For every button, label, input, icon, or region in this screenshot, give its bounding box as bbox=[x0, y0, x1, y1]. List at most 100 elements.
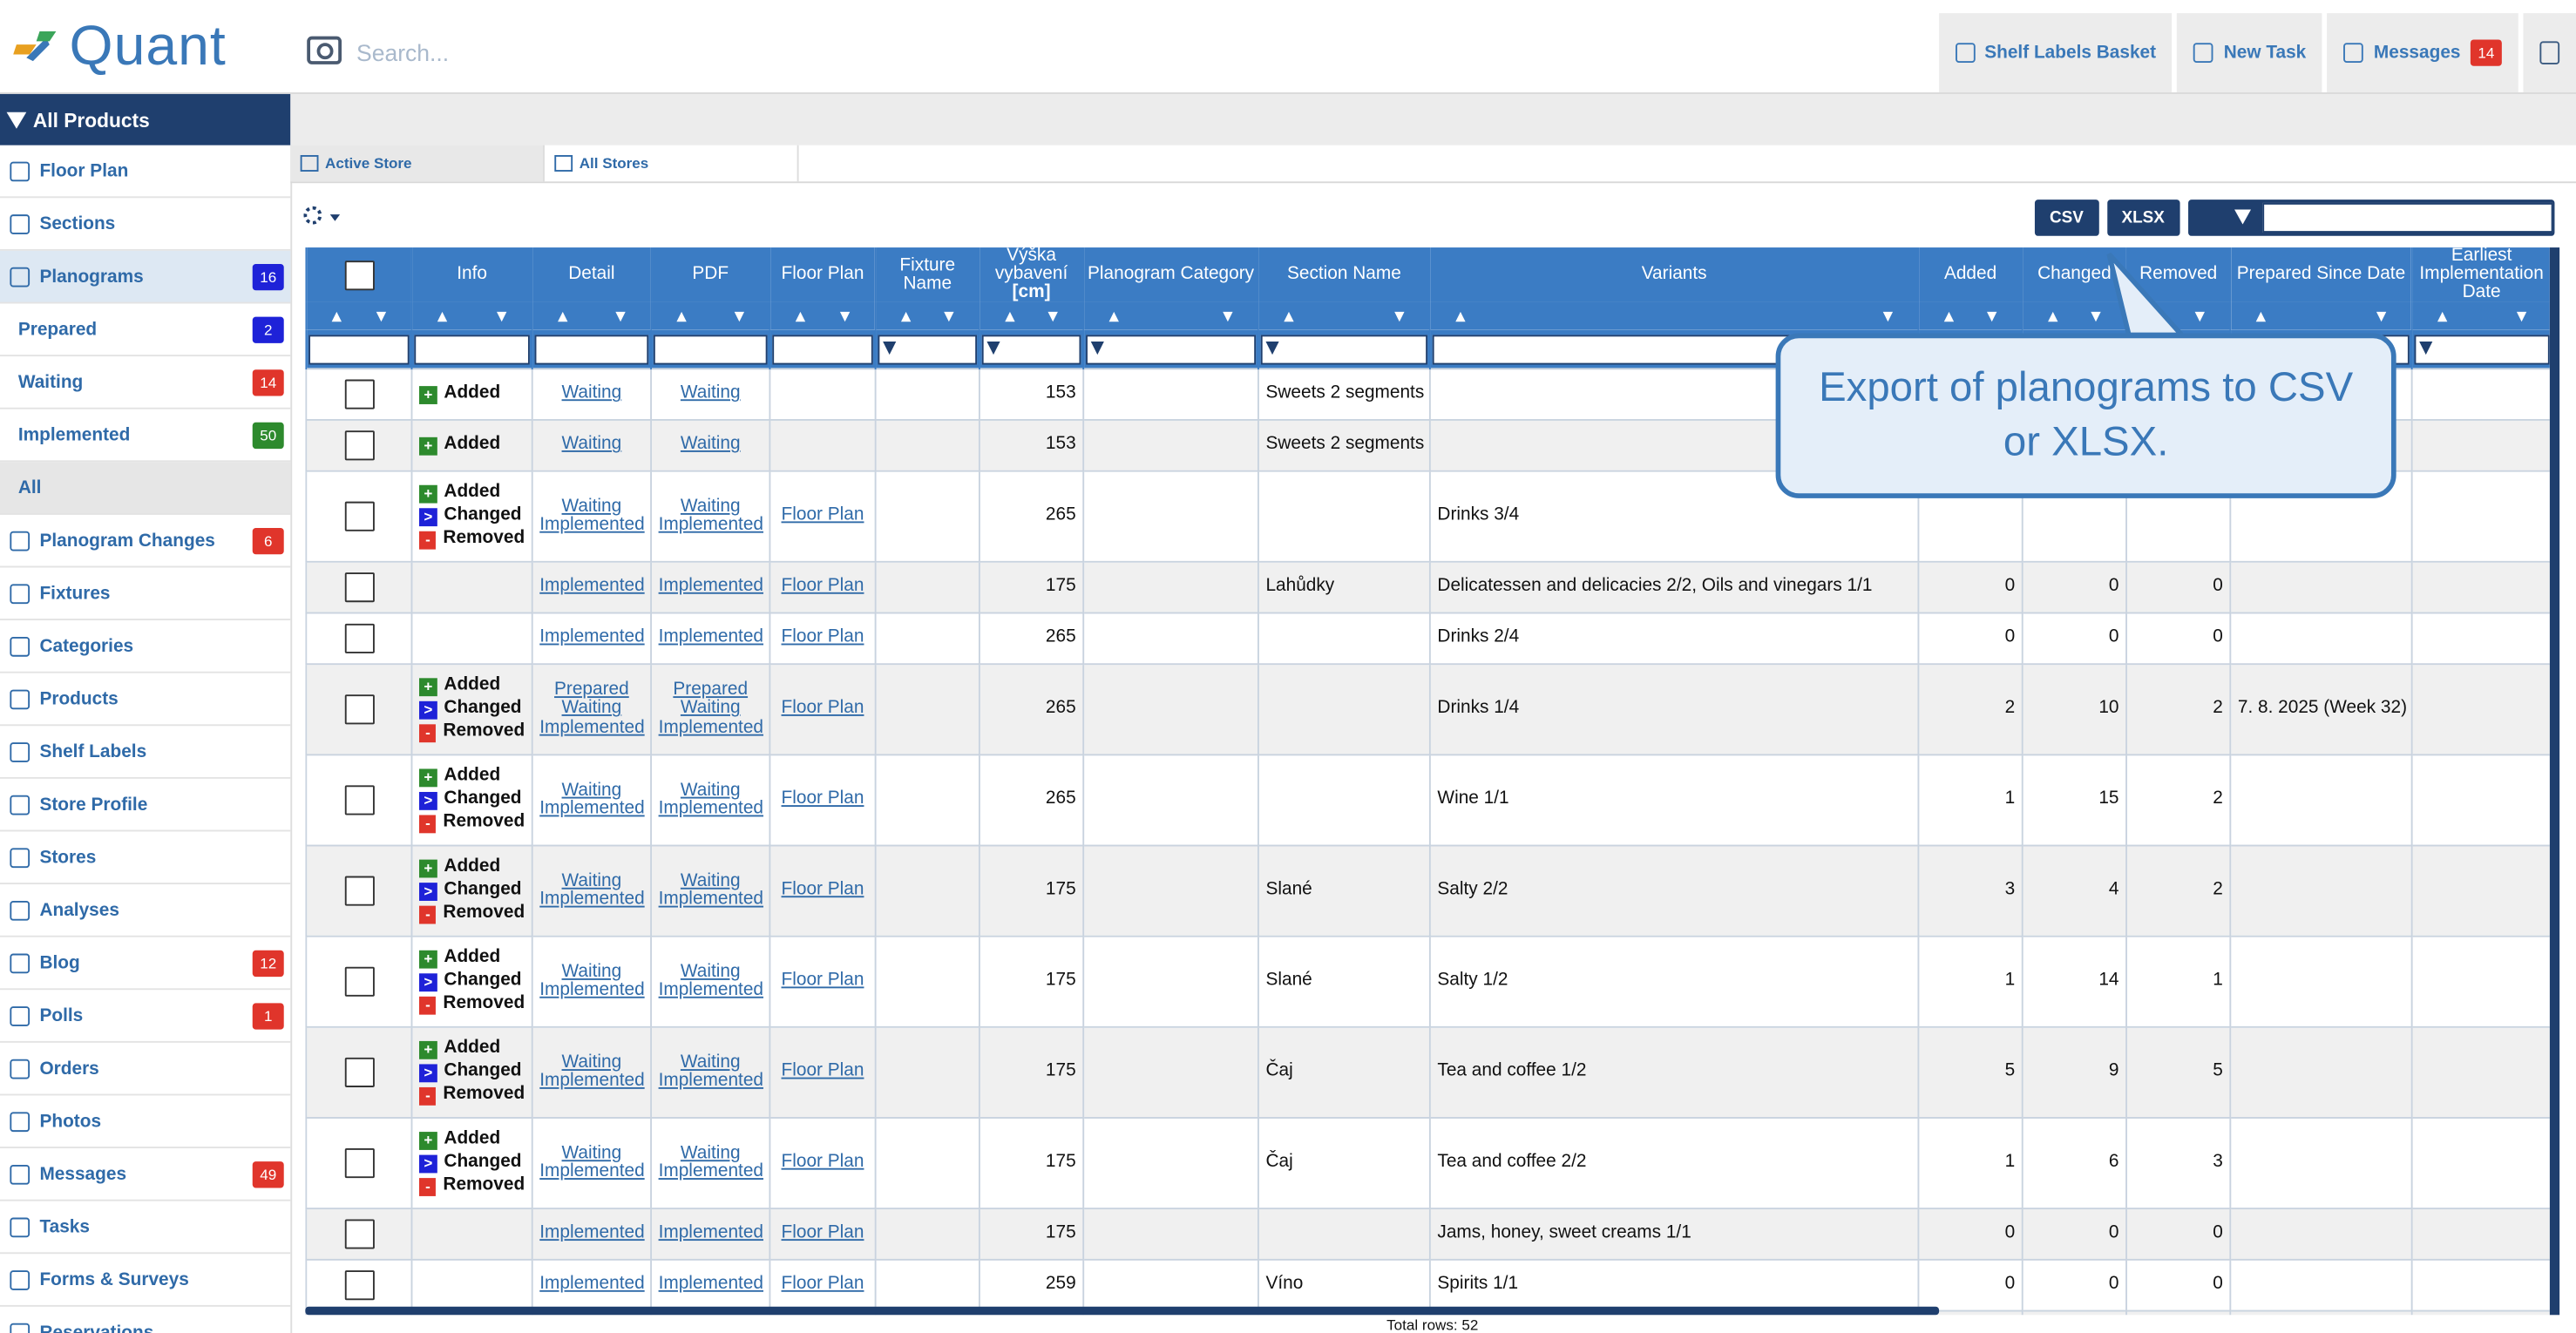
search-input[interactable]: Search... bbox=[356, 39, 450, 66]
nav-item[interactable]: All bbox=[0, 462, 291, 515]
sort-arrows[interactable] bbox=[2229, 301, 2412, 330]
filter-box[interactable] bbox=[2187, 200, 2554, 236]
sort-cell[interactable] bbox=[305, 301, 412, 330]
status-link[interactable]: Implemented bbox=[658, 979, 764, 1000]
row-checkbox[interactable] bbox=[343, 966, 374, 997]
row-checkbox[interactable] bbox=[343, 379, 374, 409]
scrollbar[interactable] bbox=[305, 1306, 1940, 1316]
status-link[interactable]: Waiting bbox=[680, 1142, 741, 1163]
floor-plan-link[interactable]: Floor Plan bbox=[781, 1152, 864, 1173]
export-button[interactable]: CSV bbox=[2034, 200, 2098, 236]
top-button[interactable]: New Task bbox=[2177, 13, 2323, 93]
status-link[interactable]: Implemented bbox=[539, 1222, 645, 1243]
logo[interactable]: Quant bbox=[13, 13, 227, 79]
filter-input[interactable] bbox=[653, 334, 768, 364]
status-link[interactable]: Implemented bbox=[539, 576, 645, 597]
floor-plan-link[interactable]: Floor Plan bbox=[781, 788, 864, 809]
status-link[interactable]: Waiting bbox=[561, 496, 622, 516]
status-link[interactable]: Waiting bbox=[680, 496, 741, 516]
sort-arrows[interactable] bbox=[769, 301, 876, 330]
status-link[interactable]: Implemented bbox=[539, 1071, 645, 1091]
floor-plan-link[interactable]: Floor Plan bbox=[781, 879, 864, 900]
nav-item[interactable]: Prepared 2 bbox=[0, 303, 291, 357]
nav-item[interactable]: Categories bbox=[0, 620, 291, 673]
nav-item[interactable]: Sections bbox=[0, 198, 291, 251]
sort-arrows[interactable] bbox=[2410, 301, 2550, 330]
status-link[interactable]: Implemented bbox=[658, 798, 764, 819]
sort-arrows[interactable] bbox=[1257, 301, 1430, 330]
settings-button[interactable] bbox=[303, 206, 341, 225]
row-checkbox[interactable] bbox=[343, 1219, 374, 1249]
nav-item[interactable]: Forms & Surveys bbox=[0, 1254, 291, 1307]
nav-item[interactable]: Stores bbox=[0, 831, 291, 885]
filter-input[interactable] bbox=[772, 334, 873, 364]
filter-input[interactable] bbox=[981, 334, 1081, 364]
filter-input[interactable] bbox=[534, 334, 649, 364]
row-checkbox[interactable] bbox=[343, 430, 374, 461]
status-link[interactable]: Implemented bbox=[658, 889, 764, 910]
tab[interactable]: Active Store bbox=[290, 145, 545, 182]
sort-arrows[interactable] bbox=[874, 301, 980, 330]
status-link[interactable]: Waiting bbox=[680, 382, 741, 403]
column-header[interactable]: Floor Plan bbox=[769, 247, 876, 302]
status-link[interactable]: Waiting bbox=[561, 779, 622, 800]
status-link[interactable]: Waiting bbox=[680, 1052, 741, 1072]
status-link[interactable]: Waiting bbox=[561, 869, 622, 890]
user-button[interactable] bbox=[2523, 13, 2576, 93]
status-link[interactable]: Implemented bbox=[658, 1222, 764, 1243]
status-link[interactable]: Implemented bbox=[658, 1161, 764, 1181]
nav-item[interactable]: Planogram Changes 6 bbox=[0, 515, 291, 568]
sort-arrows[interactable] bbox=[531, 301, 652, 330]
top-button[interactable]: Messages 14 bbox=[2327, 13, 2518, 93]
row-checkbox[interactable] bbox=[343, 785, 374, 815]
status-link[interactable]: Implemented bbox=[658, 576, 764, 597]
sort-arrows[interactable] bbox=[1082, 301, 1258, 330]
column-header[interactable]: Earliest Implementation Date bbox=[2410, 247, 2550, 302]
row-checkbox[interactable] bbox=[343, 694, 374, 725]
nav-item[interactable]: Blog 12 bbox=[0, 937, 291, 991]
column-header[interactable]: Prepared Since Date bbox=[2229, 247, 2412, 302]
column-header[interactable]: PDF bbox=[650, 247, 770, 302]
filter-input[interactable] bbox=[2414, 334, 2549, 364]
row-checkbox[interactable] bbox=[343, 1148, 374, 1179]
column-header[interactable]: Planogram Category bbox=[1082, 247, 1258, 302]
column-header[interactable]: Výška vybavení [cm] bbox=[978, 247, 1084, 302]
row-checkbox[interactable] bbox=[343, 1270, 374, 1301]
column-header[interactable]: Fixture Name bbox=[874, 247, 980, 302]
column-header[interactable]: Detail bbox=[531, 247, 652, 302]
floor-plan-link[interactable]: Floor Plan bbox=[781, 576, 864, 597]
nav-item[interactable]: Waiting 14 bbox=[0, 356, 291, 409]
status-link[interactable]: Implemented bbox=[539, 798, 645, 819]
nav-item[interactable]: Floor Plan bbox=[0, 145, 291, 199]
nav-item[interactable]: Photos bbox=[0, 1095, 291, 1149]
row-checkbox[interactable] bbox=[343, 623, 374, 653]
floor-plan-link[interactable]: Floor Plan bbox=[781, 1274, 864, 1295]
status-link[interactable]: Waiting bbox=[561, 1052, 622, 1072]
row-checkbox[interactable] bbox=[343, 501, 374, 531]
nav-item[interactable]: Shelf Labels bbox=[0, 726, 291, 779]
status-link[interactable]: Implemented bbox=[658, 627, 764, 647]
status-link[interactable]: Waiting bbox=[561, 1142, 622, 1163]
sort-arrows[interactable] bbox=[1428, 301, 1919, 330]
status-link[interactable]: Waiting bbox=[561, 961, 622, 981]
nav-item[interactable]: Reservations bbox=[0, 1307, 290, 1333]
floor-plan-link[interactable]: Floor Plan bbox=[781, 504, 864, 525]
nav-item[interactable]: Store Profile bbox=[0, 779, 291, 832]
status-link[interactable]: Prepared bbox=[554, 679, 629, 700]
nav-item[interactable]: Products bbox=[0, 673, 291, 727]
floor-plan-link[interactable]: Floor Plan bbox=[781, 627, 864, 647]
sort-arrows[interactable] bbox=[2021, 301, 2127, 330]
floor-plan-link[interactable]: Floor Plan bbox=[781, 698, 864, 719]
row-checkbox[interactable] bbox=[343, 1057, 374, 1087]
status-link[interactable]: Implemented bbox=[539, 627, 645, 647]
column-header[interactable]: Section Name bbox=[1257, 247, 1430, 302]
row-checkbox[interactable] bbox=[343, 572, 374, 603]
status-link[interactable]: Implemented bbox=[539, 889, 645, 910]
status-link[interactable]: Implemented bbox=[539, 979, 645, 1000]
sort-arrows[interactable] bbox=[1917, 301, 2023, 330]
filter-input[interactable] bbox=[1260, 334, 1428, 364]
status-link[interactable]: Waiting bbox=[561, 382, 622, 403]
camera-icon[interactable] bbox=[307, 36, 342, 64]
column-header[interactable]: Info bbox=[410, 247, 532, 302]
nav-item[interactable]: Tasks bbox=[0, 1201, 291, 1255]
